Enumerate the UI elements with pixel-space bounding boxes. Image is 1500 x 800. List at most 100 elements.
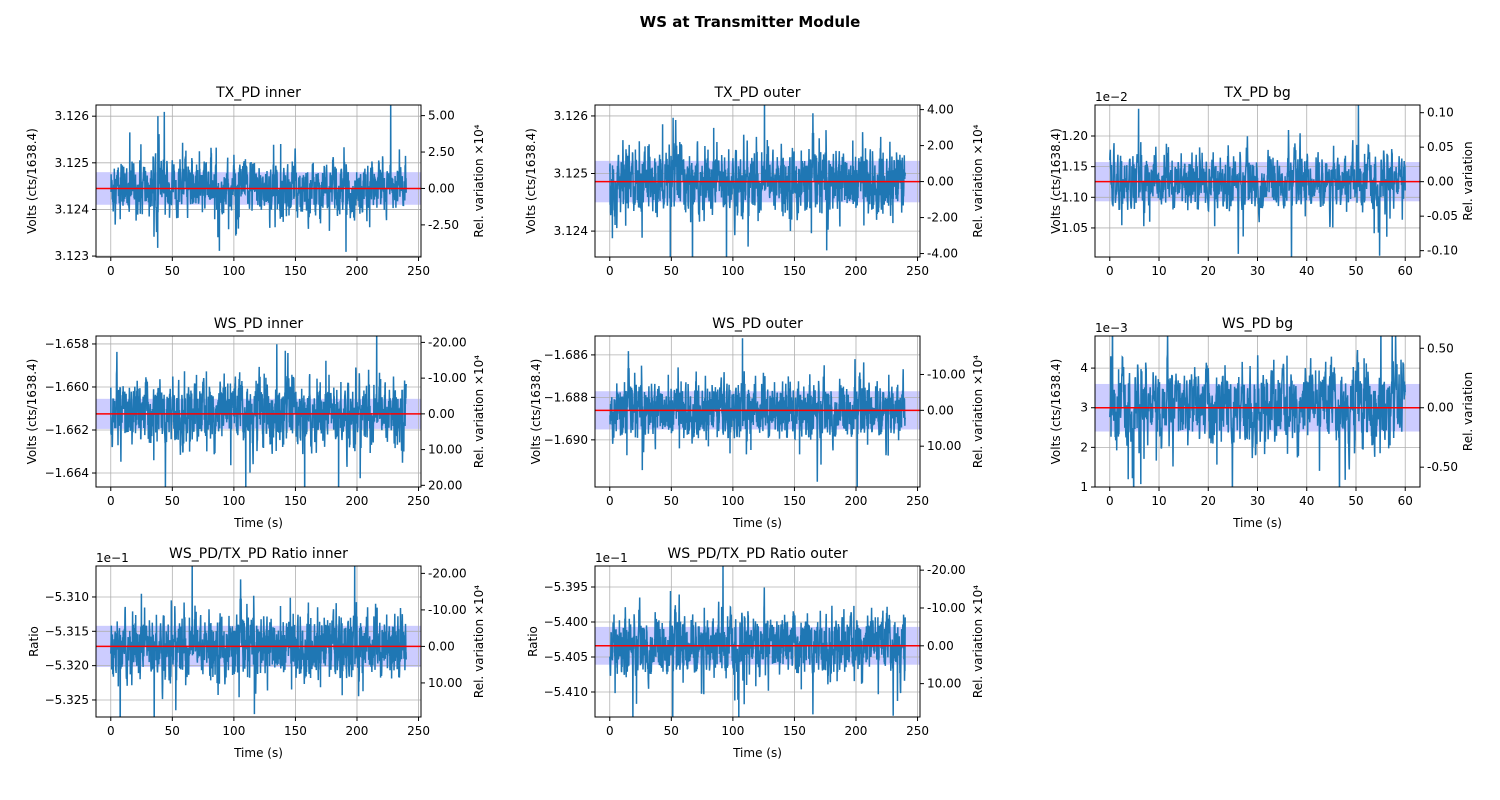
- x-tick-label: 250: [407, 724, 430, 738]
- subplot-title: WS_PD/TX_PD Ratio outer: [667, 546, 847, 562]
- y-axis-label: Ratio: [526, 626, 540, 657]
- y-tick-label: 1.20: [1061, 129, 1088, 143]
- x-tick-label: 40: [1299, 494, 1314, 508]
- x-tick-label: 0: [107, 264, 115, 278]
- x-tick-label: 100: [222, 724, 245, 738]
- y-tick-label: −1.664: [45, 466, 89, 480]
- y-tick-label: −5.325: [45, 693, 89, 707]
- right-tick-label: -10.00: [428, 603, 467, 617]
- right-tick-label: -10.00: [428, 371, 467, 385]
- x-tick-label: 50: [664, 724, 679, 738]
- y-tick-label: 3.125: [554, 167, 588, 181]
- subplot-1: 0 50 100 150 200 250 3.124 3.125 3.126 4.00 2.00 0.…: [524, 85, 985, 278]
- x-tick-label: 0: [107, 494, 115, 508]
- y-offset-label: 1e−3: [1095, 321, 1128, 335]
- right-axis-label: Rel. variation: [1461, 141, 1475, 220]
- x-tick-label: 50: [165, 724, 180, 738]
- x-axis-label: Time (s): [233, 516, 283, 530]
- right-tick-label: -2.00: [927, 211, 958, 225]
- y-axis-label: Volts (cts/1638.4): [25, 359, 39, 465]
- right-tick-label: -20.00: [927, 563, 966, 577]
- x-tick-label: 50: [664, 494, 679, 508]
- right-axis-label: Rel. variation ×10⁴: [971, 124, 985, 237]
- y-tick-label: 3.126: [55, 109, 89, 123]
- right-tick-label: -10.00: [927, 367, 966, 381]
- subplot-7: 0 50 100 150 200 250 −5.410 −5.405 −5.400 −5.395 -…: [526, 546, 985, 760]
- axes-frame: [594, 335, 921, 488]
- axes-frame: [95, 335, 422, 488]
- right-tick-label: 0.00: [927, 403, 954, 417]
- x-tick-label: 40: [1299, 264, 1314, 278]
- figure-title: WS at Transmitter Module: [639, 13, 861, 31]
- right-axis-label: Rel. variation: [1461, 372, 1475, 451]
- y-tick-label: 1.05: [1061, 221, 1088, 235]
- right-tick-label: 4.00: [927, 103, 954, 117]
- x-tick-label: 150: [783, 724, 806, 738]
- x-tick-label: 250: [407, 494, 430, 508]
- y-offset-label: 1e−2: [1095, 90, 1128, 104]
- right-tick-label: -0.10: [1427, 244, 1458, 258]
- x-tick-label: 0: [1106, 264, 1114, 278]
- subplot-0: 0 50 100 150 200 250 3.123 3.124 3.125 3.126 5.00 2…: [25, 85, 486, 278]
- y-tick-label: 1.10: [1061, 190, 1088, 204]
- x-tick-label: 100: [721, 494, 744, 508]
- y-tick-label: −1.688: [544, 390, 588, 404]
- x-tick-label: 60: [1398, 264, 1413, 278]
- x-tick-label: 0: [606, 494, 614, 508]
- right-tick-label: 0.05: [1427, 140, 1454, 154]
- right-tick-label: 2.50: [428, 145, 455, 159]
- y-axis-label: Volts (cts/1638.4): [25, 128, 39, 234]
- signal-line: [110, 105, 407, 252]
- y-tick-label: 3.125: [55, 156, 89, 170]
- x-axis-label: Time (s): [233, 746, 283, 760]
- subplot-title: WS_PD outer: [712, 316, 803, 332]
- y-tick-label: 1: [1080, 480, 1088, 494]
- right-axis-label: Rel. variation ×10⁴: [472, 585, 486, 698]
- y-tick-label: −5.315: [45, 624, 89, 638]
- signal-line: [110, 566, 407, 717]
- right-tick-label: 20.00: [428, 478, 462, 492]
- right-tick-label: -0.05: [1427, 209, 1458, 223]
- x-tick-label: 0: [1106, 494, 1114, 508]
- right-tick-label: 0.00: [428, 181, 455, 195]
- x-tick-label: 60: [1398, 494, 1413, 508]
- subplot-5: 0 10 20 30 40 50 60 1 2 3 4 0.50 0.00 -0.50 WS_PD bg Vo…: [1049, 316, 1475, 530]
- subplot-title: TX_PD bg: [1223, 85, 1291, 101]
- right-tick-label: 0.00: [1427, 401, 1454, 415]
- signal-line: [609, 338, 906, 487]
- x-tick-label: 20: [1201, 494, 1216, 508]
- y-tick-label: −5.410: [544, 685, 588, 699]
- x-tick-label: 100: [222, 494, 245, 508]
- right-tick-label: 0.00: [428, 639, 455, 653]
- right-axis-label: Rel. variation ×10⁴: [472, 124, 486, 237]
- x-tick-label: 0: [606, 264, 614, 278]
- right-axis-label: Rel. variation ×10⁴: [472, 355, 486, 468]
- x-tick-label: 150: [783, 494, 806, 508]
- right-tick-label: -4.00: [927, 247, 958, 261]
- right-axis-label: Rel. variation ×10⁴: [971, 355, 985, 468]
- y-tick-label: −1.660: [45, 380, 89, 394]
- x-tick-label: 10: [1151, 494, 1166, 508]
- x-tick-label: 250: [906, 724, 929, 738]
- y-axis-label: Volts (cts/1638.4): [1049, 359, 1063, 465]
- x-tick-label: 50: [1348, 494, 1363, 508]
- right-tick-label: 2.00: [927, 139, 954, 153]
- y-offset-label: 1e−1: [595, 551, 628, 565]
- y-tick-label: −1.690: [544, 433, 588, 447]
- y-offset-label: 1e−1: [96, 551, 129, 565]
- subplot-6: 0 50 100 150 200 250 −5.325 −5.320 −5.315 −5.310 -…: [27, 546, 486, 760]
- x-tick-label: 10: [1151, 264, 1166, 278]
- subplot-4: 0 50 100 150 200 250 −1.690 −1.688 −1.686 -10.00 0…: [529, 316, 985, 530]
- x-tick-label: 50: [664, 264, 679, 278]
- x-tick-label: 100: [721, 264, 744, 278]
- x-tick-label: 200: [845, 494, 868, 508]
- x-axis-label: Time (s): [732, 516, 782, 530]
- x-tick-label: 200: [845, 264, 868, 278]
- signal-line: [1109, 336, 1406, 487]
- right-tick-label: 0.00: [428, 407, 455, 421]
- y-axis-label: Volts (cts/1638.4): [1049, 128, 1063, 234]
- right-tick-label: 10.00: [428, 443, 462, 457]
- axes-frame: [95, 565, 422, 718]
- right-tick-label: 0.00: [927, 175, 954, 189]
